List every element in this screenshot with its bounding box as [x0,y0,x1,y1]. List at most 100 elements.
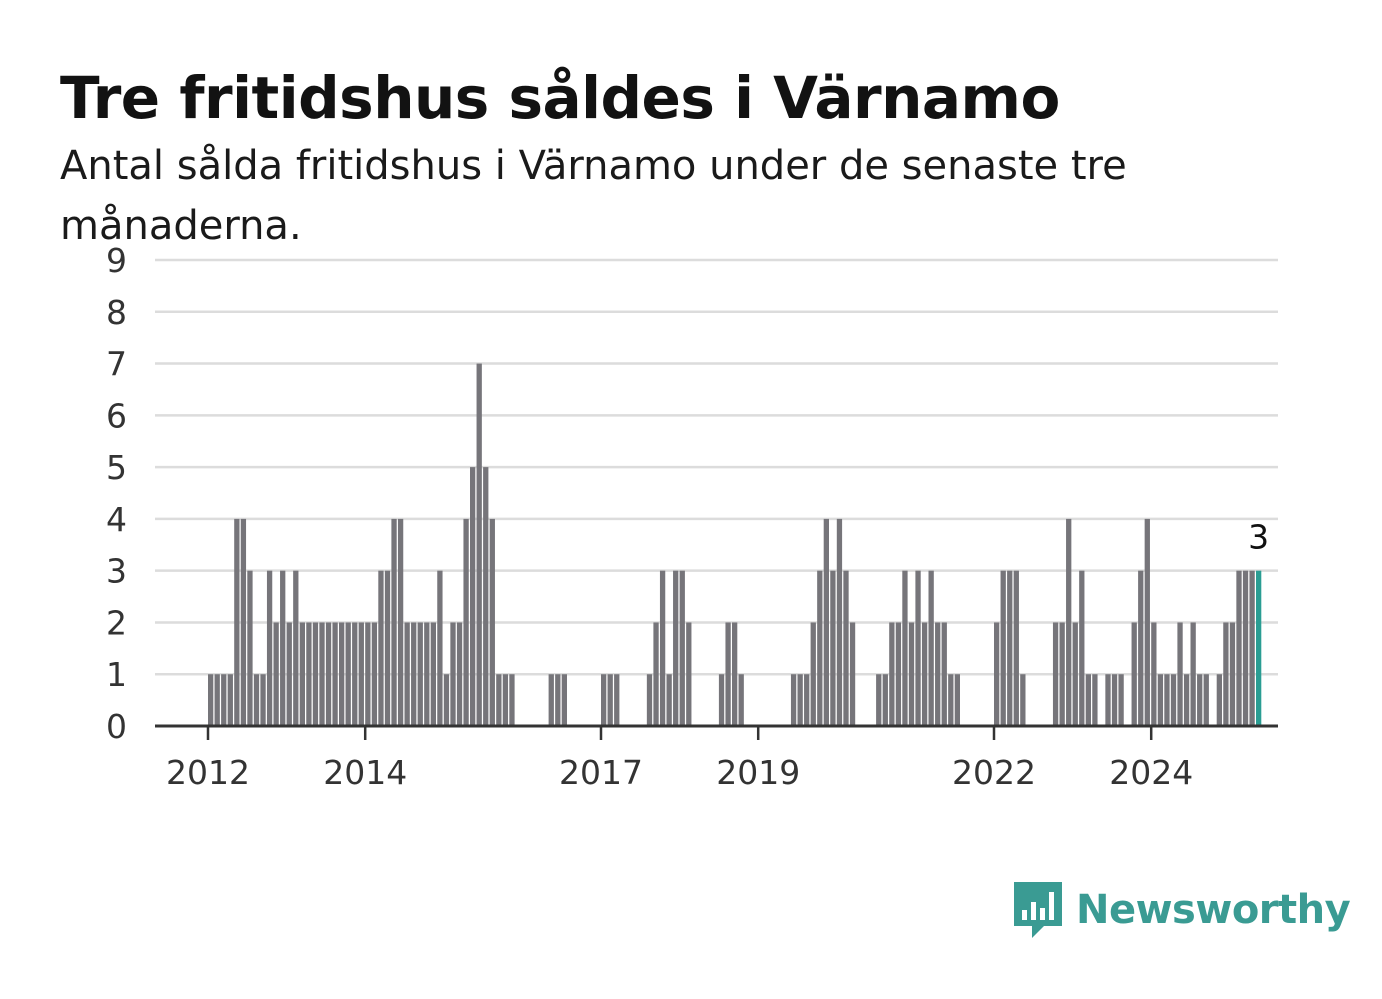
bar [325,622,332,726]
x-axis-ticks: 2012 2014 2017 2019 2022 2024 [166,726,1193,792]
bar [273,622,279,726]
bar [1223,622,1229,726]
bar [240,518,247,726]
bar [548,674,554,726]
bar [804,674,810,726]
bar [849,622,856,726]
x-tick-label: 2019 [716,753,800,792]
brand-name: Newsworthy [1076,887,1351,933]
x-tick-label: 2014 [323,753,407,792]
bar [915,570,921,726]
bar [247,570,253,726]
bar [928,570,934,726]
bar [352,622,358,726]
bar-chart-speech-bubble-icon [1014,882,1062,938]
bar [1197,674,1203,726]
bar [358,622,364,726]
bar [221,674,227,726]
newsworthy-logo: Newsworthy [1010,878,1351,942]
bar [954,674,960,726]
y-tick-label: 5 [106,448,127,487]
bar [718,674,725,726]
bar [1216,674,1222,726]
bar [1151,622,1157,726]
bar [430,622,436,726]
bar [1131,622,1137,726]
bar [1000,570,1006,726]
bar [607,674,613,726]
bar [1177,622,1183,726]
bar [686,622,692,726]
bar [437,570,443,726]
y-tick-label: 3 [106,552,127,591]
bar [614,674,620,726]
bar [1066,518,1072,726]
bar-highlight [1256,570,1262,726]
bar [502,674,509,726]
bar [830,570,836,726]
bar [1249,570,1255,726]
bar [332,622,338,726]
bar [1157,674,1164,726]
bar [948,674,954,726]
bar [817,570,823,726]
x-tick-label: 2017 [559,753,643,792]
bar [266,570,273,726]
bar [1236,570,1242,726]
bar [790,674,797,726]
bar [371,622,378,726]
bar [836,518,843,726]
bar [463,518,469,726]
bar [797,674,803,726]
bar [1059,622,1065,726]
x-tick-label: 2012 [166,753,250,792]
bar [653,622,659,726]
bar [489,518,495,726]
bar [902,570,908,726]
bar [1007,570,1013,726]
bar [260,674,266,726]
bar [404,622,410,726]
bar [450,622,456,726]
bar [895,622,902,726]
bar [306,622,312,726]
chart-title: Tre fritidshus såldes i Värnamo [60,64,1060,132]
bar [397,518,404,726]
last-value-label: 3 [1248,518,1269,557]
y-tick-label: 8 [106,293,127,332]
bar [384,570,391,726]
bar [659,570,666,726]
bar [1144,518,1150,726]
bar [293,570,299,726]
bar [876,674,882,726]
bar [1242,570,1249,726]
bar [339,622,345,726]
bar [666,674,672,726]
bar [227,674,233,726]
bar [424,622,430,726]
bar [1079,570,1085,726]
bar [1072,622,1078,726]
bar [673,570,679,726]
x-tick-label: 2022 [952,753,1036,792]
y-tick-label: 7 [106,345,127,384]
bar [443,674,450,726]
bar [1183,674,1190,726]
y-tick-label: 9 [106,241,127,280]
y-tick-label: 0 [106,707,127,746]
y-tick-label: 1 [106,655,127,694]
bar [234,518,240,726]
bar [456,622,463,726]
bar [935,622,941,726]
bar [646,674,653,726]
y-tick-label: 6 [106,396,127,435]
bar [1203,674,1209,726]
bar [561,674,567,726]
bar [208,674,214,726]
bar [843,570,849,726]
bar [725,622,731,726]
bar [1164,674,1170,726]
bar [476,363,482,726]
bar [555,674,561,726]
bar [1013,570,1019,726]
